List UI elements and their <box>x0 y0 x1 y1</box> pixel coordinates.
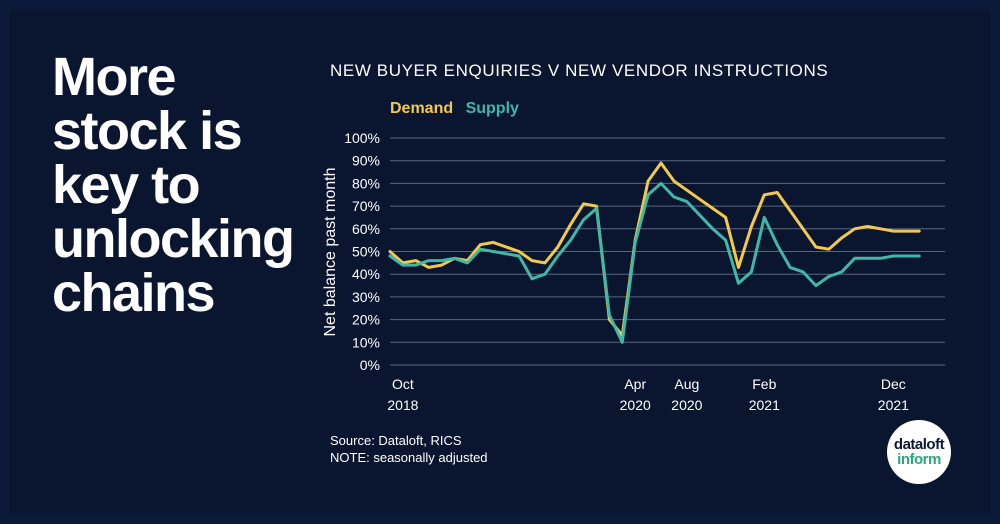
x-tick-label: 2020 <box>671 397 702 413</box>
series-line-demand <box>388 161 921 337</box>
y-tick-label: 60% <box>352 221 380 237</box>
legend-supply: Supply <box>465 100 519 117</box>
legend-demand: Demand <box>390 100 454 117</box>
x-tick-label: Apr <box>624 376 646 392</box>
dataloft-logo: dataloft inform <box>887 420 951 484</box>
y-tick-label: 20% <box>352 312 380 328</box>
y-tick-label: 0% <box>360 357 380 373</box>
y-tick-label: 30% <box>352 289 380 305</box>
chart-title: NEW BUYER ENQUIRIES V NEW VENDOR INSTRUC… <box>330 61 829 80</box>
note-text: NOTE: seasonally adjusted <box>330 450 488 465</box>
chart-footer: Source: Dataloft, RICS NOTE: seasonally … <box>330 432 488 466</box>
x-tick-label: 2018 <box>387 397 418 413</box>
background-panel <box>10 10 990 514</box>
x-tick-label: 2020 <box>620 397 651 413</box>
y-tick-label: 10% <box>352 334 380 350</box>
y-tick-label: 90% <box>352 153 380 169</box>
x-tick-label: 2021 <box>749 397 780 413</box>
x-tick-label: Oct <box>392 376 414 392</box>
y-tick-label: 40% <box>352 266 380 282</box>
logo-text-inform: inform <box>897 451 941 468</box>
headline: More stock is key to unlocking chains <box>52 50 322 320</box>
logo-text-dataloft: dataloft <box>893 436 945 453</box>
headline-line: unlocking <box>52 209 295 269</box>
y-tick-label: 50% <box>352 244 380 260</box>
headline-line: chains <box>52 263 216 323</box>
headline-line: key to <box>52 155 201 215</box>
chart-legend: Demand Supply <box>390 100 527 118</box>
series-line-supply <box>388 181 921 344</box>
x-tick-label: Dec <box>881 376 906 392</box>
y-axis-label: Net balance past month <box>322 168 339 337</box>
headline-line: stock is <box>52 101 243 161</box>
source-text: Source: Dataloft, RICS <box>330 433 462 448</box>
headline-line: More <box>52 47 177 107</box>
x-tick-label: Aug <box>674 376 699 392</box>
x-tick-label: Feb <box>752 376 776 392</box>
y-tick-label: 100% <box>344 130 380 146</box>
y-tick-label: 80% <box>352 175 380 191</box>
x-tick-label: 2021 <box>878 397 909 413</box>
y-tick-label: 70% <box>352 198 380 214</box>
